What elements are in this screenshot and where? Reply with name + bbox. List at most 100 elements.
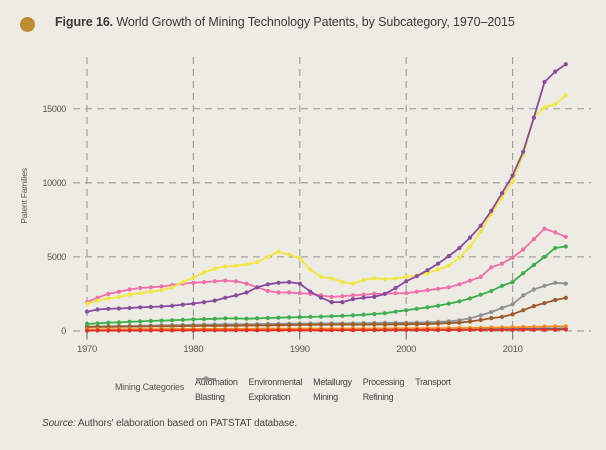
series-point-exploration [510,173,515,178]
legend-marker-icon [196,376,216,382]
series-point-processing [361,322,366,327]
series-point-refining [499,261,505,266]
series-point-exploration [116,306,121,311]
legend-entry-mining: Mining [196,376,352,402]
figure-title-text: World Growth of Mining Technology Patent… [113,15,515,29]
series-point-automation [148,328,153,333]
series-point-environmental [138,319,143,324]
series-point-exploration [531,115,537,120]
series-point-environmental [308,314,313,319]
legend-entry-label: Processing [362,376,405,387]
series-point-environmental [414,306,419,311]
series-point-refining [553,230,558,235]
series-point-exploration [319,295,324,300]
series-line-processing [86,296,567,328]
series-point-processing [499,314,505,319]
source-label: Source: [42,418,76,429]
series-point-mining [84,301,90,306]
legend-entries: Automation Blasting Environmental Explorati… [195,374,451,404]
series-point-exploration [106,306,111,311]
series-point-exploration [489,208,494,213]
series-point-processing [340,322,345,327]
series-point-exploration [350,297,356,302]
series-point-automation [180,328,185,333]
series-point-processing [436,321,441,326]
series-point-automation [457,327,462,333]
series-point-exploration [148,304,153,310]
series-point-exploration [382,291,387,296]
series-point-exploration [404,279,409,284]
legend-entry-blasting: Blasting [195,376,238,402]
series-point-mining [287,252,292,257]
series-point-exploration [457,245,462,251]
series-point-environmental [148,318,153,323]
series-point-refining [350,293,356,298]
series-point-environmental [499,283,505,288]
series-point-mining [308,267,313,272]
series-point-automation [233,328,239,333]
series-point-exploration [138,305,143,310]
series-point-environmental [340,313,345,318]
series-point-refining [436,286,441,291]
series-point-automation [223,328,228,333]
series-point-mining [191,275,196,280]
series-point-automation [372,328,377,333]
series-point-environmental [170,318,175,323]
series-point-mining [255,260,260,265]
series-line-transport [86,281,567,328]
series-point-processing [287,323,292,328]
series-point-processing [212,323,217,328]
series-point-environmental [436,303,441,308]
series-point-transport [489,309,494,315]
series-point-refining [148,285,153,290]
series-point-environmental [265,315,270,321]
series-point-environmental [553,245,558,251]
legend-entry-label: Automation [195,376,238,387]
series-point-automation [361,328,366,333]
series-point-automation [212,328,217,333]
series-point-exploration [425,268,430,273]
series-point-exploration [159,304,164,309]
legend-entry-label: Metallurgy [313,376,352,387]
series-point-environmental [223,316,228,321]
series-point-environmental [393,309,398,314]
series-point-environmental [350,313,356,318]
series-point-environmental [319,314,324,319]
series-point-mining [170,285,175,290]
series-point-exploration [308,289,313,294]
source-note: Source: Authors' elaboration based on PA… [42,418,297,429]
series-point-environmental [106,320,111,325]
series-point-automation [276,328,281,333]
series-point-environmental [382,311,387,316]
series-point-exploration [287,280,292,285]
series-line-exploration [86,63,567,313]
series-point-processing [563,295,568,300]
series-point-refining [446,285,451,290]
series-point-automation [499,327,505,332]
series-point-environmental [510,280,515,285]
series-point-exploration [180,302,185,307]
y-tick-label: 0 [61,326,66,336]
series-point-exploration [340,300,345,305]
series-point-processing [276,323,281,328]
series-point-automation [329,328,334,333]
series-point-automation [478,327,483,332]
series-point-mining [201,270,207,275]
series-point-metallurgy [542,324,547,329]
series-point-exploration [553,69,558,74]
source-text: Authors' elaboration based on PATSTAT da… [75,418,298,429]
series-point-refining [510,255,515,260]
series-point-refining [127,287,132,292]
series-point-mining [244,262,249,267]
series-point-refining [244,281,249,286]
x-tick-label: 1970 [77,344,97,355]
series-point-automation [404,327,409,333]
legend-entry-label: Exploration [248,391,291,402]
series-point-refining [340,294,345,299]
series-point-exploration [223,295,228,300]
series-point-environmental [329,314,334,319]
series-point-refining [425,288,430,293]
series-point-refining [223,278,228,283]
series-point-exploration [212,298,217,303]
